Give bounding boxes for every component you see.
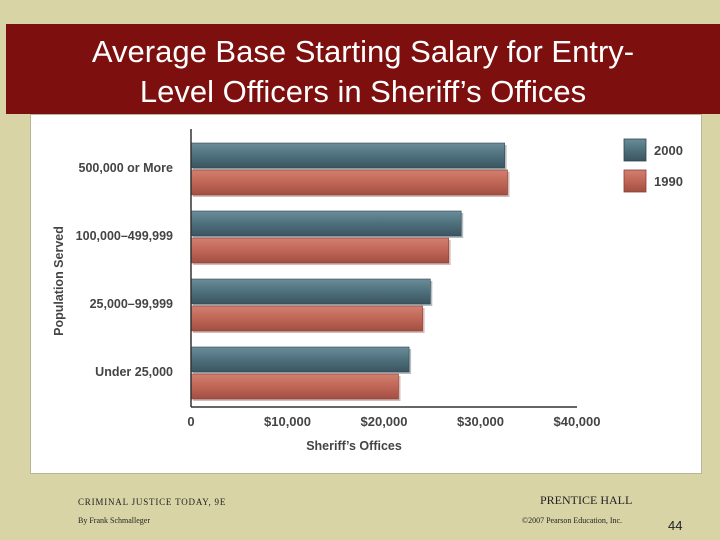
footer-copyright: ©2007 Pearson Education, Inc. <box>522 516 623 525</box>
page-number: 44 <box>668 518 683 533</box>
legend-label-2000: 2000 <box>654 143 683 158</box>
chart-panel: 500,000 or More 100,000–499,999 25,000–99,… <box>30 114 702 474</box>
x-axis-title: Sheriff’s Offices <box>306 439 402 453</box>
x-tick-label: $40,000 <box>554 414 601 429</box>
y-axis-title: Population Served <box>52 226 66 336</box>
slide-title-line-1: Average Base Starting Salary for Entry- <box>91 34 635 69</box>
bar-chart: 500,000 or More 100,000–499,999 25,000–99,… <box>52 129 683 453</box>
bar-2000-3 <box>190 346 410 373</box>
category-label: 25,000–99,999 <box>90 297 173 311</box>
slide-title-bar: Average Base Starting Salary for Entry- … <box>6 24 720 114</box>
bar-1990-1 <box>190 237 449 264</box>
footer-publisher: PRENTICE HALL <box>540 493 633 507</box>
category-label: Under 25,000 <box>95 365 173 379</box>
category-label: 100,000–499,999 <box>76 229 173 243</box>
legend-swatch-2000 <box>623 138 647 162</box>
slide-title-line-2: Level Officers in Sheriff’s Offices <box>139 74 587 109</box>
footer-author: By Frank Schmalleger <box>78 516 150 525</box>
x-tick-label: $20,000 <box>361 414 408 429</box>
x-tick-label: $10,000 <box>264 414 311 429</box>
legend-label-1990: 1990 <box>654 174 683 189</box>
bar-1990-2 <box>190 305 423 332</box>
bar-1990-3 <box>190 373 399 400</box>
x-tick-label: 0 <box>187 414 194 429</box>
bar-1990-0 <box>190 169 508 196</box>
x-tick-label: $30,000 <box>457 414 504 429</box>
footer-book-title: CRIMINAL JUSTICE TODAY, 9E <box>78 497 227 507</box>
legend-swatch-1990 <box>623 169 647 193</box>
bar-2000-1 <box>190 210 462 237</box>
bar-2000-0 <box>190 142 505 169</box>
category-label: 500,000 or More <box>79 161 174 175</box>
bar-2000-2 <box>190 278 431 305</box>
